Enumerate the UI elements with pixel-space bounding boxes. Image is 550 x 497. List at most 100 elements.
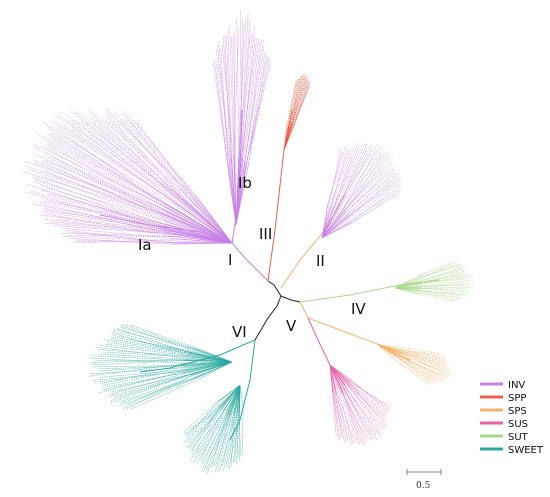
leaf-spp-leaf-16 <box>293 83 311 126</box>
leaf-spp-leaf-2 <box>288 78 299 126</box>
leaf-ia-leaf-21 <box>40 203 165 233</box>
tree-branches <box>22 10 474 474</box>
leaf-sweet-bottom-leaf-33 <box>190 410 221 451</box>
leaf-sweet-bottom-leaf-10 <box>226 412 238 465</box>
root-branch-bottom <box>254 295 282 341</box>
leaf-sweet-bottom-leaf-36 <box>185 407 222 449</box>
leaf-ia-leaf-68 <box>62 112 173 193</box>
clade-label-v: V <box>286 317 297 335</box>
leaf-ii-leaf-19 <box>342 151 384 210</box>
leaf-ii-inner-39 <box>321 223 352 239</box>
leaf-ia-leaf-90 <box>120 111 196 195</box>
leaf-sweet-left-leaf-4 <box>119 378 195 407</box>
leaf-ii-leaf-17 <box>340 147 381 206</box>
leaf-ib-leaf-17 <box>233 28 239 159</box>
leaf-ia-leaf-79 <box>101 118 186 195</box>
legend-label-sweet: SWEET <box>508 445 544 456</box>
leaf-ii-leaf-31 <box>351 172 401 215</box>
leaf-ib-leaf-31 <box>244 39 262 163</box>
leaf-ia-leaf-23 <box>44 200 169 225</box>
leaf-sweet-bottom-leaf-22 <box>201 417 229 472</box>
leaf-ia-leaf-2 <box>75 239 182 244</box>
leaf-sweet-left-inner-48 <box>193 348 233 363</box>
leaf-ib-leaf-38 <box>245 60 270 168</box>
leaf-ii-leaf-8 <box>335 144 360 203</box>
leaf-sus-inner-32 <box>329 364 335 390</box>
leaf-sus-leaf-23 <box>342 392 363 446</box>
leaf-sweet-bottom-leaf-15 <box>215 416 230 473</box>
leaf-ib-inner-33 <box>235 163 245 226</box>
leaf-sus-inner-25 <box>329 364 342 394</box>
clade-label-iii: III <box>259 225 272 243</box>
leaf-sus-leaf-28 <box>336 394 352 446</box>
leaf-ia-leaf-54 <box>54 141 175 210</box>
leaf-ia-leaf-42 <box>41 160 164 218</box>
leaf-ia-inner-91 <box>190 200 233 244</box>
leaf-sweet-left-leaf-1 <box>125 375 193 410</box>
leaf-sps-leaf-14 <box>402 353 446 375</box>
leaf-ia-leaf-77 <box>88 110 182 198</box>
leaf-spp-leaf-10 <box>291 75 308 125</box>
leaf-sus-leaf-30 <box>333 391 347 442</box>
leaf-sweet-bottom-inner-43 <box>221 384 241 406</box>
leaf-ib-leaf-24 <box>238 28 252 156</box>
leaf-ia-leaf-49 <box>43 146 162 214</box>
leaf-sweet-bottom-leaf-0 <box>242 407 244 456</box>
leaf-sweet-left-leaf-3 <box>126 374 193 406</box>
leaf-sus-leaf-21 <box>343 392 367 443</box>
leaf-sweet-left-leaf-27 <box>90 359 185 363</box>
leaf-sut-leaf-27 <box>419 290 461 300</box>
leaf-sweet-left-inner-0 <box>199 361 233 380</box>
leaf-sweet-left-leaf-41 <box>112 335 193 354</box>
leaf-spp-inner-16 <box>283 125 295 151</box>
leaf-ia-leaf-5 <box>68 234 177 238</box>
leaf-sut-inner-14 <box>394 283 420 289</box>
leaf-sweet-bottom-leaf-28 <box>192 409 225 464</box>
legend-label-sus: SUS <box>508 419 528 430</box>
leaf-sps-leaf-27 <box>393 359 429 385</box>
leaf-sweet-left-leaf-37 <box>108 342 188 354</box>
leaf-ia-leaf-34 <box>22 171 157 214</box>
clade-label-vi: VI <box>232 323 247 341</box>
leaf-ii-leaf-2 <box>327 146 346 204</box>
leaf-sweet-bottom-inner-13 <box>235 384 241 413</box>
leaf-ia-inner-42 <box>163 217 233 244</box>
leaf-ia-leaf-40 <box>33 162 159 213</box>
leaf-sut-leaf-0 <box>416 261 453 277</box>
leaf-sps-inner-0 <box>377 344 399 347</box>
leaf-sps-leaf-6 <box>402 351 446 364</box>
leaf-ib-leaf-28 <box>240 37 258 159</box>
leaf-ia-leaf-24 <box>42 198 169 232</box>
leaf-ii-inner-17 <box>321 205 342 239</box>
leaf-sweet-bottom-leaf-14 <box>217 416 232 473</box>
leaf-sweet-bottom-leaf-23 <box>202 411 229 465</box>
leaf-ib-leaf-19 <box>240 19 243 151</box>
leaf-ia-leaf-8 <box>65 229 174 244</box>
leaf-sus-leaf-16 <box>345 392 378 441</box>
leaf-ii-leaf-24 <box>344 161 390 211</box>
leaf-ia-leaf-80 <box>105 119 191 204</box>
leaf-ib-inner-11 <box>231 156 237 226</box>
leaf-ii-leaf-0 <box>329 148 342 205</box>
leaf-sut-leaf-17 <box>420 283 470 288</box>
leaf-ib-leaf-25 <box>239 34 253 159</box>
leaf-sweet-bottom-leaf-20 <box>205 415 230 472</box>
leaf-ii-leaf-3 <box>330 149 348 208</box>
leaf-sweet-bottom-leaf-25 <box>199 409 226 462</box>
leaf-ii-leaf-34 <box>346 181 400 217</box>
leaf-ii-leaf-1 <box>327 151 343 207</box>
branch-sweet-stem <box>139 339 256 373</box>
leaf-sweet-left-inner-6 <box>194 361 233 378</box>
leaf-sus-inner-35 <box>329 364 333 392</box>
leaf-sut-inner-29 <box>394 287 416 295</box>
leaf-ii-inner-37 <box>321 221 351 239</box>
leaf-sps-inner-25 <box>377 344 398 358</box>
leaf-ia-leaf-51 <box>46 143 163 210</box>
leaf-sweet-bottom-inner-14 <box>231 384 241 417</box>
leaf-ii-leaf-35 <box>350 183 401 218</box>
leaf-sps-leaf-24 <box>397 357 436 385</box>
leaf-sweet-bottom-inner-8 <box>238 384 241 415</box>
leaf-ii-leaf-13 <box>338 144 372 205</box>
leaf-ia-inner-66 <box>169 196 233 244</box>
leaf-ii-leaf-33 <box>349 177 402 216</box>
